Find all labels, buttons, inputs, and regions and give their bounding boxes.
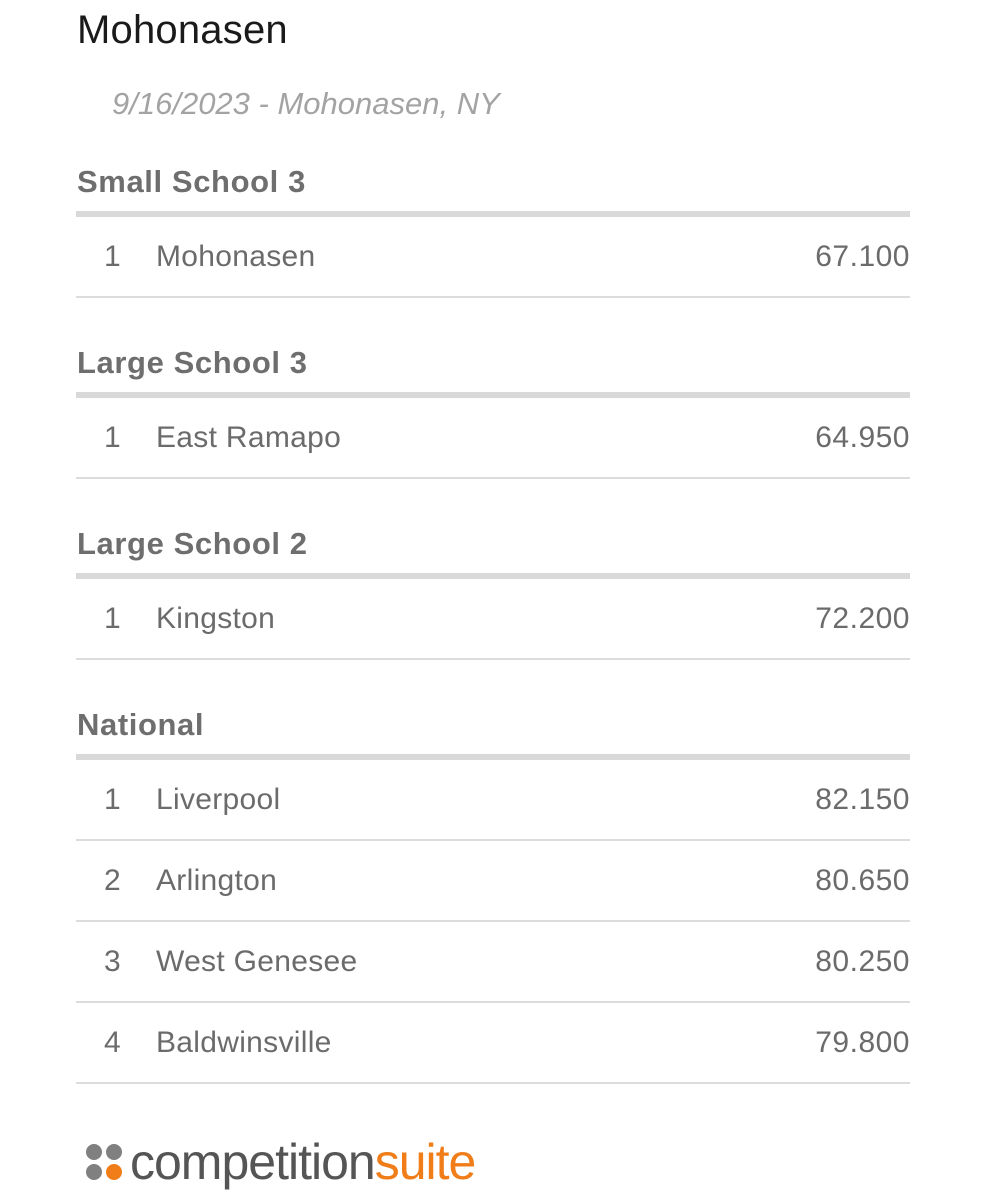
result-rank: 1 bbox=[104, 239, 121, 273]
result-school: East Ramapo bbox=[156, 420, 342, 454]
competitionsuite-brand[interactable]: competitionsuite bbox=[84, 1130, 477, 1194]
result-row[interactable]: 3 West Genesee 80.250 bbox=[76, 922, 910, 1003]
division-title: Large School 2 bbox=[76, 515, 910, 579]
division-large-school-2: Large School 2 1 Kingston 72.200 bbox=[76, 515, 910, 660]
result-rank: 4 bbox=[104, 1025, 121, 1059]
division-title: Small School 3 bbox=[76, 153, 910, 217]
four-dots-logo-icon bbox=[86, 1144, 122, 1180]
result-score: 67.100 bbox=[815, 239, 910, 273]
result-school: Baldwinsville bbox=[156, 1025, 332, 1059]
division-large-school-3: Large School 3 1 East Ramapo 64.950 bbox=[76, 334, 910, 479]
result-school: Mohonasen bbox=[156, 239, 316, 273]
result-row[interactable]: 1 East Ramapo 64.950 bbox=[76, 398, 910, 479]
result-rank: 1 bbox=[104, 601, 121, 635]
division-title: Large School 3 bbox=[76, 334, 910, 398]
result-rank: 2 bbox=[104, 863, 121, 897]
result-rank: 1 bbox=[104, 420, 121, 454]
event-date-location: 9/16/2023 - Mohonasen, NY bbox=[112, 86, 500, 121]
brand-wordmark: competitionsuite bbox=[130, 1132, 477, 1192]
result-row[interactable]: 4 Baldwinsville 79.800 bbox=[76, 1003, 910, 1084]
result-school: West Genesee bbox=[156, 944, 358, 978]
brand-wordmark-competition: competition bbox=[130, 1134, 376, 1190]
result-score: 79.800 bbox=[815, 1025, 910, 1059]
result-row[interactable]: 1 Liverpool 82.150 bbox=[76, 760, 910, 841]
page-title: Mohonasen bbox=[77, 8, 288, 52]
result-score: 72.200 bbox=[815, 601, 910, 635]
division-national: National 1 Liverpool 82.150 2 Arlington … bbox=[76, 696, 910, 1084]
result-row[interactable]: 1 Mohonasen 67.100 bbox=[76, 217, 910, 298]
division-title: National bbox=[76, 696, 910, 760]
result-rank: 1 bbox=[104, 782, 121, 816]
result-rank: 3 bbox=[104, 944, 121, 978]
result-school: Arlington bbox=[156, 863, 278, 897]
division-small-school-3: Small School 3 1 Mohonasen 67.100 bbox=[76, 153, 910, 298]
result-row[interactable]: 2 Arlington 80.650 bbox=[76, 841, 910, 922]
result-score: 64.950 bbox=[815, 420, 910, 454]
brand-wordmark-suite: suite bbox=[374, 1134, 477, 1190]
results-list: Small School 3 1 Mohonasen 67.100 Large … bbox=[76, 153, 910, 1084]
result-score: 82.150 bbox=[815, 782, 910, 816]
result-row[interactable]: 1 Kingston 72.200 bbox=[76, 579, 910, 660]
result-school: Liverpool bbox=[156, 782, 281, 816]
result-score: 80.250 bbox=[815, 944, 910, 978]
result-school: Kingston bbox=[156, 601, 276, 635]
result-score: 80.650 bbox=[815, 863, 910, 897]
